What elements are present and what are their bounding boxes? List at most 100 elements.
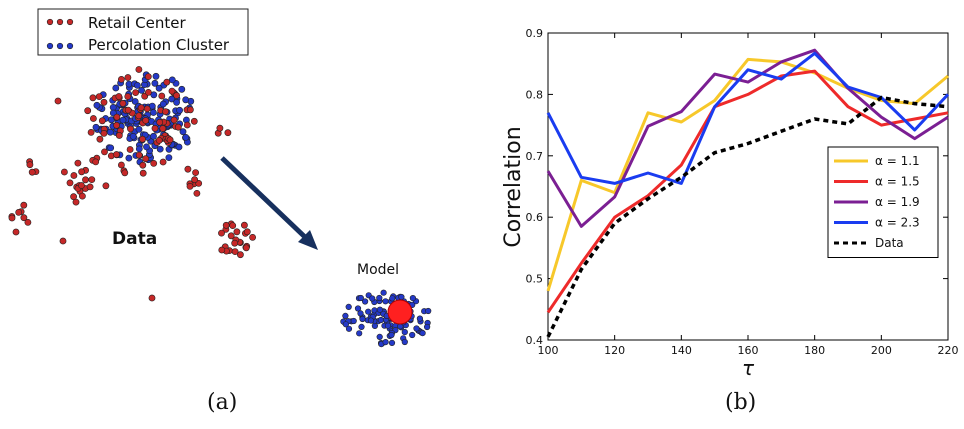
- scatter-point: [144, 89, 152, 96]
- panel-a: Retail Center Percolation Cluster Data M…: [0, 0, 470, 425]
- scatter-point: [24, 218, 32, 226]
- scatter-point: [132, 89, 139, 96]
- scatter-point: [342, 321, 350, 328]
- scatter-point: [401, 338, 408, 346]
- scatter-point: [369, 295, 376, 302]
- scatter-point: [125, 80, 133, 88]
- scatter-point: [380, 289, 387, 296]
- scatter-point: [151, 124, 159, 132]
- scatter-point: [20, 201, 28, 209]
- scatter-point: [425, 307, 432, 315]
- legend-label-cluster: Percolation Cluster: [88, 36, 230, 54]
- scatter-point: [88, 176, 96, 183]
- scatter-point: [138, 87, 145, 94]
- scatter-point: [107, 144, 115, 152]
- scatter-point: [109, 104, 117, 111]
- scatter-point: [135, 125, 143, 133]
- scatter-point: [151, 79, 159, 87]
- scatter-point: [231, 239, 239, 247]
- scatter-point: [192, 169, 199, 176]
- scatter-point: [115, 132, 123, 139]
- scatter-point: [382, 339, 389, 346]
- scatter-point: [216, 124, 224, 132]
- scatter-point: [162, 108, 169, 115]
- scatter-point: [376, 306, 384, 313]
- scatter-point: [365, 308, 372, 315]
- scatter-point: [159, 100, 167, 108]
- scatter-point: [173, 98, 180, 106]
- scatter-point: [106, 128, 114, 136]
- scatter-point: [149, 109, 157, 116]
- x-tick-label: 140: [671, 344, 692, 357]
- scatter-point: [190, 117, 198, 125]
- panel-b: 100 120 140 160 180 200 220 0.4 0.5 0.6 0.7 0.8 0.9 …: [490, 0, 964, 425]
- scatter-point: [227, 232, 235, 240]
- scatter-point: [142, 117, 150, 124]
- caption-a: (a): [207, 390, 238, 415]
- scatter-point: [100, 129, 108, 137]
- scatter-point: [193, 189, 201, 197]
- series-line: [546, 95, 949, 338]
- scatter-point: [135, 145, 143, 153]
- x-tick-label: 200: [871, 344, 892, 357]
- scatter-point: [74, 159, 82, 167]
- scatter-point: [240, 221, 248, 229]
- scatter-point: [376, 333, 383, 341]
- scatter-point: [113, 121, 120, 129]
- scatter-point: [135, 112, 143, 120]
- y-tick-label: 0.6: [526, 211, 544, 224]
- scatter-point: [175, 143, 183, 151]
- scatter-point: [90, 115, 97, 122]
- scatter-point: [150, 132, 157, 140]
- scatter-point: [218, 229, 225, 237]
- scatter-point: [224, 129, 232, 137]
- scatter-point: [229, 222, 237, 229]
- scatter-point: [367, 317, 375, 324]
- scatter-point: [118, 161, 125, 169]
- scatter-point: [131, 98, 139, 105]
- scatter-point: [178, 85, 186, 93]
- scatter-illustration: Retail Center Percolation Cluster Data M…: [8, 8, 432, 348]
- legend-entry: α = 2.3: [875, 216, 920, 230]
- scatter-point: [139, 161, 147, 169]
- scatter-point: [78, 168, 85, 176]
- scatter-point: [20, 214, 28, 222]
- scatter-point: [150, 159, 158, 167]
- scatter-point: [362, 298, 369, 305]
- scatter-point: [129, 132, 137, 140]
- scatter-point: [113, 113, 121, 121]
- scatter-point: [358, 323, 365, 331]
- scatter-point: [384, 322, 392, 329]
- scatter-point: [382, 298, 389, 305]
- scatter-point: [66, 179, 74, 187]
- scatter-point: [409, 295, 417, 302]
- y-tick-label: 0.5: [526, 273, 544, 286]
- scatter-point: [376, 294, 383, 302]
- scatter-point: [388, 339, 396, 347]
- scatter-point: [26, 161, 34, 169]
- legend-entry: α = 1.5: [875, 175, 920, 189]
- scatter-point: [125, 154, 133, 162]
- scatter-point: [102, 182, 110, 190]
- correlation-chart: 100 120 140 160 180 200 2200.40.50.60.70.80.9 …: [501, 27, 959, 380]
- scatter-point: [78, 182, 85, 189]
- model-label: Model: [357, 262, 399, 278]
- scatter-point: [413, 325, 420, 332]
- ticks: 100 120 140 160 180 200 220 0.4 0.5 0.6 0.7 0.8 0.9: [526, 27, 959, 357]
- model-cluster: [340, 289, 432, 348]
- scatter-point: [354, 305, 362, 312]
- scatter-point: [66, 18, 74, 26]
- scatter-point: [124, 106, 132, 114]
- scatter-point: [179, 128, 187, 136]
- scatter-point: [166, 136, 174, 144]
- scatter-point: [168, 95, 176, 103]
- legend-marker-cluster: [46, 42, 74, 50]
- legend-label-retail: Retail Center: [88, 14, 186, 32]
- scatter-point: [86, 183, 94, 191]
- scatter-point: [118, 76, 125, 83]
- scatter-point: [186, 106, 194, 114]
- legend-entry: α = 1.9: [875, 195, 920, 209]
- scatter-point: [139, 169, 147, 177]
- scatter-point: [389, 295, 396, 302]
- scatter-point: [28, 168, 36, 176]
